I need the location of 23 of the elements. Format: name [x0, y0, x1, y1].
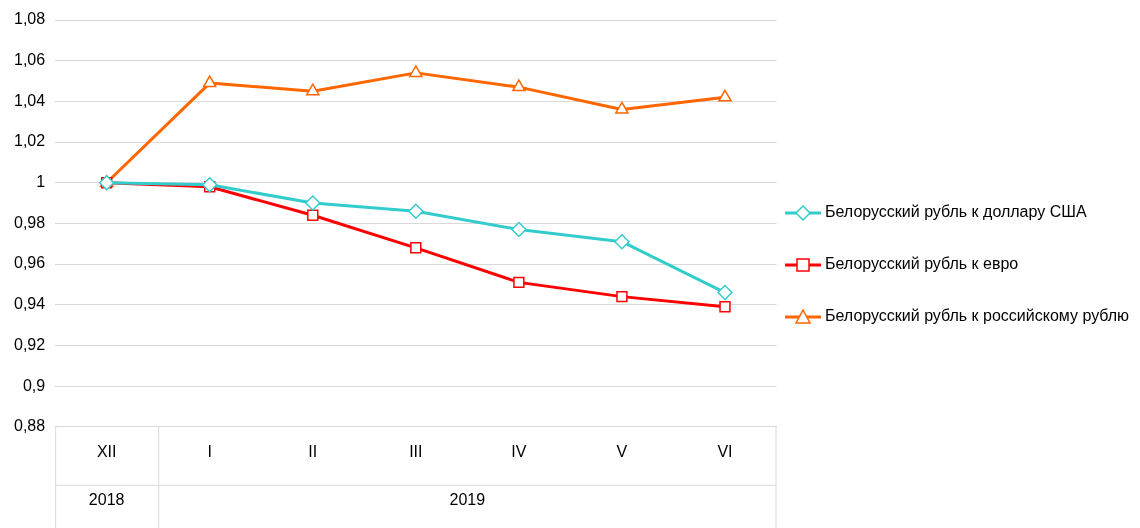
y-tick-label: 1 [36, 173, 46, 191]
y-tick-label: 0,88 [14, 417, 46, 435]
x-tick-label: V [616, 442, 628, 460]
x-tick-label: XII [96, 442, 117, 460]
y-tick-label: 1,06 [14, 51, 46, 69]
y-tick-label: 0,96 [14, 254, 46, 272]
text: 2018 [88, 491, 125, 509]
legend-label: Белорусский рубль к доллару США [825, 203, 1087, 221]
x-tick-label: VI [717, 442, 733, 460]
legend-label: Белорусский рубль к российскому рублю [825, 307, 1130, 325]
y-tick-label: 1,02 [14, 132, 46, 150]
y-tick-label: 0,92 [14, 335, 46, 353]
y-tick-label: 0,98 [14, 213, 46, 231]
legend-label: Белорусский рубль к евро [825, 255, 1019, 273]
y-tick-label: 1,08 [14, 10, 46, 28]
x-tick-label: I [207, 442, 212, 460]
y-tick-label: 0,94 [14, 295, 46, 313]
x-tick-label: III [409, 442, 423, 460]
x-tick-label: II [308, 442, 318, 460]
text: 2019 [449, 491, 486, 509]
y-tick-label: 0,9 [22, 376, 46, 394]
x-tick-label: IV [511, 442, 527, 460]
y-tick-label: 1,04 [14, 91, 46, 109]
